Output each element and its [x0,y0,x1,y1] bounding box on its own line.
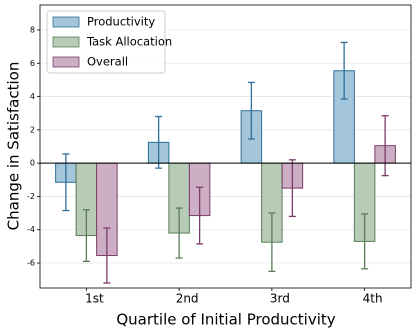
y-tick-label: 0 [30,159,35,168]
legend-swatch [52,16,80,28]
legend-label: Productivity [87,15,155,29]
legend-label: Overall [87,55,128,69]
y-tick-label: -2 [27,192,35,201]
legend-label: Task Allocation [86,35,172,49]
x-tick-label: 3rd [270,292,290,306]
y-tick-label: 4 [30,92,35,101]
legend-swatch [52,56,80,68]
x-tick-label: 1st [85,292,104,306]
y-axis-label: Change in Satisfaction [5,62,23,231]
legend-swatch [52,36,80,48]
y-tick-label: -4 [27,225,35,234]
x-axis-label: Quartile of Initial Productivity [116,311,335,329]
y-tick-label: 8 [30,25,35,34]
plot-frame [39,4,412,289]
x-tick-label: 4th [363,292,383,306]
y-tick-label: 6 [30,59,35,68]
x-tick-label: 2nd [176,292,199,306]
y-tick-label: 2 [30,125,35,134]
y-tick-label: -6 [27,259,35,268]
